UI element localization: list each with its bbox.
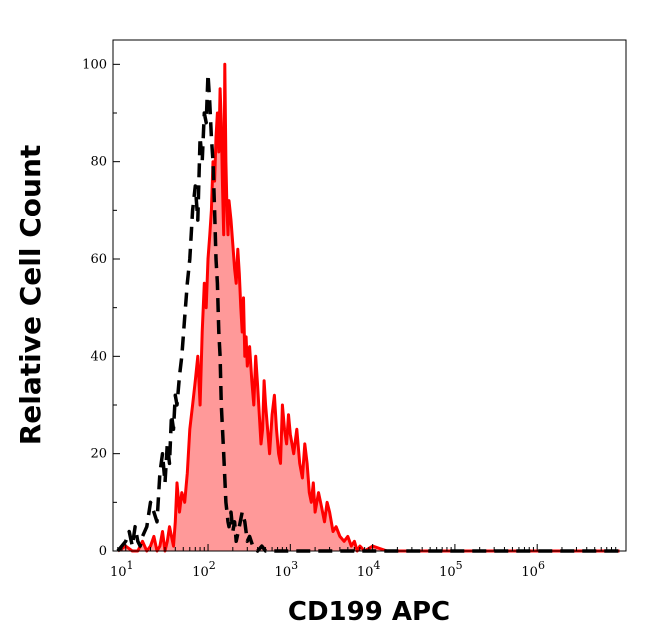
y-axis-title: Relative Cell Count (14, 145, 47, 446)
y-tick-label: 20 (90, 447, 107, 462)
x-tick-label: 102 (192, 559, 216, 580)
x-tick-label: 101 (110, 559, 134, 580)
y-tick-label: 60 (90, 252, 107, 267)
x-tick-label: 104 (357, 559, 381, 580)
series-layer (116, 62, 620, 553)
plot-frame (112, 39, 627, 552)
axes-layer: 0 20 40 60 80 100 101 102 103 104 105 106 (82, 39, 627, 580)
y-tick-label: 80 (90, 155, 107, 170)
y-tick-label: 40 (90, 349, 107, 364)
y-tick-label: 0 (99, 544, 107, 559)
stained-histogram-line (117, 62, 620, 553)
histogram-fill-area (117, 64, 620, 552)
y-tick-label: 100 (82, 57, 107, 72)
x-tick-label: 103 (275, 559, 299, 580)
x-tick-label: 106 (521, 559, 545, 580)
x-tick-label: 105 (439, 559, 463, 580)
x-axis-title: CD199 APC (288, 597, 450, 627)
control-histogram-line (116, 72, 620, 553)
